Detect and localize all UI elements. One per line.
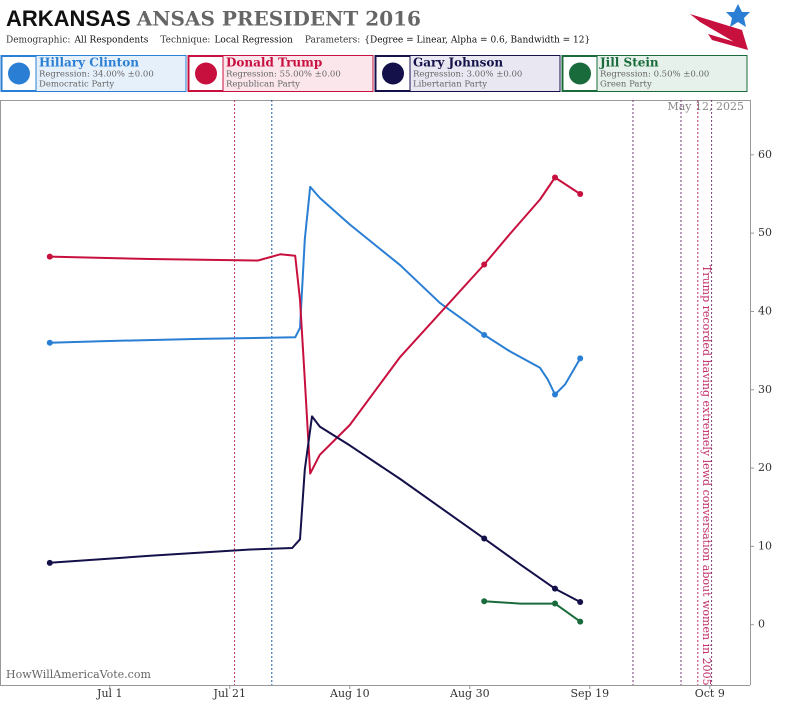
series-line [49,176,581,475]
parameter-label: Parameters: [305,36,360,46]
legend-icon-shape [569,62,591,85]
chart-title-suffix: ANSAS PRESIDENT 2016 [136,7,421,31]
legend-party: Libertarian Party [413,80,487,90]
series-line [49,415,581,603]
legend-icon-shape [195,62,217,85]
x-tick-label: Jul 21 [213,687,247,700]
poll-point [552,174,558,181]
y-tick-label: 40 [758,304,772,317]
poll-point [46,559,53,566]
legend-party: Republican Party [226,80,300,90]
y-tick-label: 60 [758,148,772,161]
logo [690,4,750,50]
legend-name: Jill Stein [599,56,659,70]
poll-point [481,261,488,268]
legend-name: Gary Johnson [413,56,503,70]
poll-point [552,600,558,607]
poll-point [552,391,558,398]
parameter-value: {Degree = Linear, Alpha = 0.6, Bandwidth… [364,36,590,46]
x-tick-label: Aug 10 [329,687,370,700]
y-tick-label: 50 [758,226,772,239]
legend-icon-shape [8,62,30,85]
legend-name: Donald Trump [226,56,322,70]
poll-point [46,253,53,260]
x-tick-label: Aug 30 [449,687,490,700]
legend-party: Democratic Party [39,80,114,90]
legend-regression: Regression: 3.00% ±0.00 [413,70,522,80]
legend-regression: Regression: 0.50% ±0.00 [600,70,709,80]
x-tick-label: Oct 9 [695,687,725,700]
y-tick-label: 10 [758,539,772,552]
legend-regression: Regression: 55.00% ±0.00 [226,70,341,80]
series-line [484,600,581,623]
poll-point [481,331,488,338]
parameter-value: All Respondents [73,36,148,46]
parameter-label: Technique: [160,36,210,46]
parameter-value: Local Regression [214,36,293,46]
y-tick-label: 20 [758,461,772,474]
poll-point [577,355,584,362]
date-stamp: May 12, 2025 [667,100,744,113]
parameter-label: Demographic: [6,36,70,46]
x-tick-label: Sep 19 [571,687,610,700]
chart-title: ARKANSAS [6,6,131,31]
y-tick-label: 30 [758,383,772,396]
legend-icon-shape [382,62,404,85]
poll-point [46,339,53,346]
poll-point [552,585,558,592]
poll-point [577,618,584,625]
poll-point [481,598,488,605]
source: HowWillAmericaVote.com [6,668,151,681]
series-line [49,185,582,396]
x-tick-label: Jul 1 [96,687,123,700]
y-tick-label: 0 [758,618,765,631]
poll-point [577,598,584,605]
legend-name: Hillary Clinton [39,56,139,70]
poll-point [577,190,584,197]
legend-party: Green Party [600,80,652,90]
poll-point [481,535,488,542]
legend-regression: Regression: 34.00% ±0.00 [39,70,154,80]
event-label: Trump recorded having extremely lewd con… [700,265,713,686]
